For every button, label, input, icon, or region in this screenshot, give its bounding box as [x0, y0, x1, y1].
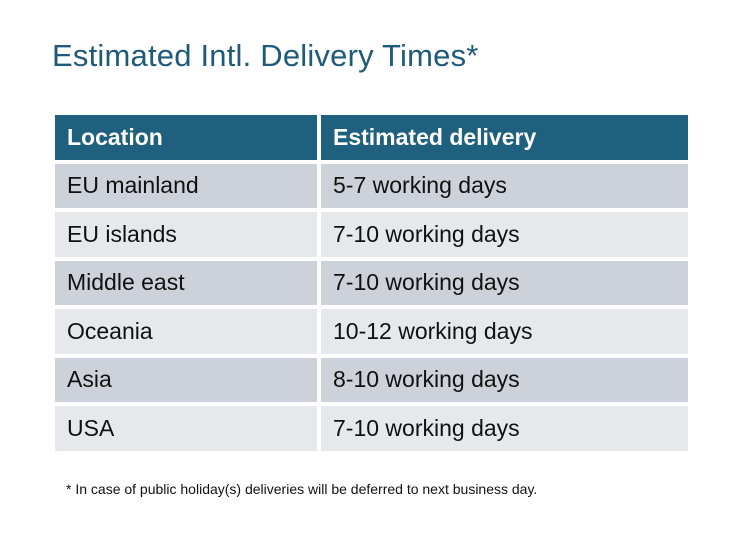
location-cell: Asia [55, 358, 317, 403]
delivery-cell: 10-12 working days [321, 309, 688, 354]
header-location: Location [55, 115, 317, 160]
delivery-cell: 7-10 working days [321, 261, 688, 306]
delivery-table: Location Estimated delivery EU mainland … [51, 111, 692, 455]
location-cell: USA [55, 406, 317, 451]
location-cell: EU islands [55, 212, 317, 257]
page-title: Estimated Intl. Delivery Times* [52, 38, 479, 74]
table-row: EU mainland 5-7 working days [55, 164, 688, 209]
header-estimated-delivery: Estimated delivery [321, 115, 688, 160]
delivery-cell: 8-10 working days [321, 358, 688, 403]
delivery-cell: 5-7 working days [321, 164, 688, 209]
location-cell: Middle east [55, 261, 317, 306]
location-cell: EU mainland [55, 164, 317, 209]
table-header-row: Location Estimated delivery [55, 115, 688, 160]
table-row: USA 7-10 working days [55, 406, 688, 451]
table-row: Middle east 7-10 working days [55, 261, 688, 306]
table-row: EU islands 7-10 working days [55, 212, 688, 257]
delivery-cell: 7-10 working days [321, 212, 688, 257]
location-cell: Oceania [55, 309, 317, 354]
footnote: * In case of public holiday(s) deliverie… [66, 481, 537, 497]
delivery-cell: 7-10 working days [321, 406, 688, 451]
table-row: Asia 8-10 working days [55, 358, 688, 403]
table-row: Oceania 10-12 working days [55, 309, 688, 354]
